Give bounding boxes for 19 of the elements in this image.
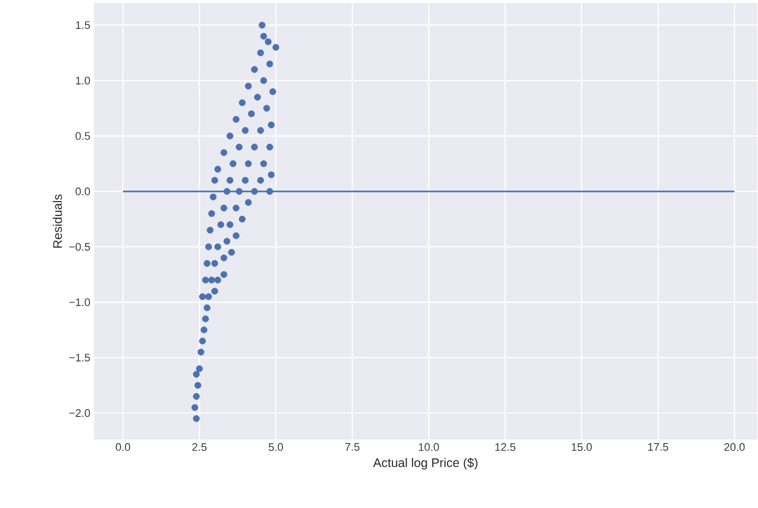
y-tick-label: −1.5 — [69, 354, 90, 362]
y-tick-label: −1.0 — [69, 298, 90, 306]
x-tick-label: 17.5 — [648, 443, 668, 452]
x-tick-label: 15.0 — [572, 443, 592, 452]
y-tick-label: 1.0 — [76, 76, 90, 85]
x-tick-label: 2.5 — [192, 443, 207, 452]
x-tick-label: 10.0 — [418, 443, 439, 452]
y-tick-label: 0.0 — [76, 188, 90, 196]
y-tick-label: −0.5 — [69, 243, 90, 251]
x-tick-label: 12.5 — [495, 443, 516, 452]
y-tick-label: 1.5 — [76, 22, 90, 30]
x-axis-title: Actual log Price ($) — [373, 458, 478, 470]
x-tick-label: 20.0 — [724, 443, 745, 452]
x-tick-label: 5.0 — [268, 443, 284, 452]
y-tick-label: 0.5 — [76, 132, 90, 140]
x-tick-label: 0.0 — [116, 443, 130, 452]
x-tick-label: 7.5 — [345, 443, 360, 452]
y-tick-label: −2.0 — [69, 409, 90, 418]
y-axis-title: Residuals — [52, 194, 62, 248]
